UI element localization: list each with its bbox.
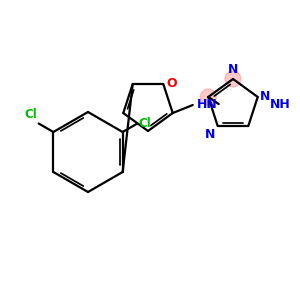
Text: Cl: Cl (24, 109, 37, 122)
Circle shape (200, 89, 216, 105)
Text: O: O (166, 77, 177, 91)
Text: NH: NH (270, 98, 290, 112)
Circle shape (225, 71, 241, 87)
Text: HN: HN (197, 98, 218, 110)
Text: N: N (228, 63, 238, 76)
Text: N: N (260, 91, 270, 103)
Text: Cl: Cl (138, 117, 151, 130)
Text: N: N (205, 128, 216, 141)
